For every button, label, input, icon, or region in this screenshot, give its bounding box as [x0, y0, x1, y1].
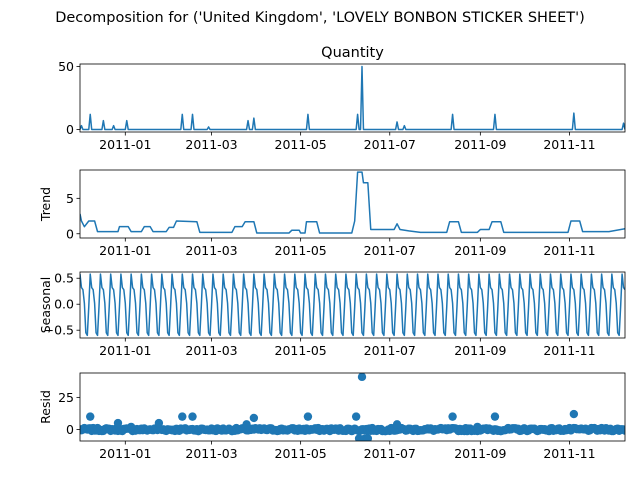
resid-point	[620, 426, 625, 435]
plot-area	[80, 273, 625, 337]
x-tick-label: 2011-11	[543, 243, 595, 258]
subplot-1: 2011-01 2011-03 2011-05 2011-07 2011-09 2011-…	[58, 45, 626, 152]
x-tick-label: 2011-07	[364, 137, 416, 152]
x-tick-label: 2011-07	[364, 446, 416, 461]
resid-outlier-point	[188, 412, 197, 421]
resid-outlier-point	[490, 412, 500, 421]
axes-frame	[79, 169, 626, 239]
resid-outlier-point	[392, 420, 402, 429]
x-tick-label: 2011-11	[543, 137, 595, 152]
plot-area	[80, 171, 625, 234]
resid-outlier-point	[351, 412, 361, 421]
x-tick-label: 2011-11	[543, 343, 595, 358]
axes-frame	[79, 63, 626, 133]
y-tick-label: 50	[58, 59, 74, 74]
subplot-4: 2011-01 2011-03 2011-05 2011-07 2011-09 2011-…	[38, 372, 626, 461]
resid-outlier-point	[303, 412, 313, 421]
y-tick-label: 25	[58, 390, 74, 405]
x-tick-label: 2011-01	[99, 137, 151, 152]
y-axis-label: Trend	[38, 187, 53, 222]
resid-outlier-point	[249, 413, 259, 423]
x-tick-label: 2011-03	[185, 137, 237, 152]
resid-outlier-point	[357, 373, 367, 382]
resid-outlier-point	[473, 422, 482, 432]
y-axis-label: Resid	[38, 390, 53, 424]
plot-area	[80, 373, 625, 441]
trend-series-line	[80, 171, 625, 234]
x-tick-label: 2011-03	[185, 243, 237, 258]
x-tick-label: 2011-11	[543, 446, 595, 461]
x-tick-label: 2011-09	[454, 137, 506, 152]
subplot-2: 2011-01 2011-03 2011-05 2011-07 2011-09 2011-…	[38, 169, 626, 258]
x-tick-label: 2011-07	[364, 243, 416, 258]
subplot-title: Quantity	[321, 45, 384, 61]
resid-outlier-point	[178, 412, 187, 421]
subplot-panels: 2011-01 2011-03 2011-05 2011-07 2011-09 2011-…	[38, 45, 626, 461]
resid-outlier-point	[154, 418, 164, 428]
axes-frame	[79, 271, 626, 339]
axes-frame	[79, 372, 626, 442]
resid-outlier-point	[569, 409, 579, 419]
plot-area	[80, 65, 625, 131]
resid-outlier-point	[448, 412, 457, 421]
x-tick-label: 2011-09	[454, 446, 506, 461]
y-tick-label: 0.5	[54, 271, 74, 286]
resid-outlier-point	[363, 434, 373, 441]
x-tick-label: 2011-09	[454, 343, 506, 358]
x-tick-label: 2011-07	[364, 343, 416, 358]
y-tick-label: 5	[66, 191, 74, 206]
figure-suptitle: Decomposition for ('United Kingdom', 'LO…	[55, 10, 585, 26]
y-tick-label: 0.0	[54, 297, 74, 312]
x-tick-label: 2011-05	[275, 446, 327, 461]
x-tick-label: 2011-05	[275, 243, 327, 258]
x-tick-label: 2011-03	[185, 343, 237, 358]
y-tick-label: 0	[66, 422, 74, 437]
resid-outlier-point	[126, 422, 136, 432]
y-axis-label: Seasonal	[38, 277, 53, 334]
subplot-3: 2011-01 2011-03 2011-05 2011-07 2011-09 2011-…	[38, 271, 626, 358]
y-tick-label: 0	[66, 226, 74, 241]
resid-outlier-point	[113, 418, 123, 428]
x-tick-label: 2011-01	[99, 446, 151, 461]
seasonal-series-line	[80, 273, 625, 337]
x-tick-label: 2011-05	[275, 343, 327, 358]
resid-outlier-point	[86, 412, 95, 421]
y-tick-label: −0.5	[44, 323, 74, 338]
quantity-series-line	[80, 65, 625, 131]
x-tick-label: 2011-01	[99, 343, 151, 358]
x-tick-label: 2011-05	[275, 137, 327, 152]
y-tick-label: 0	[66, 122, 74, 137]
resid-outlier-point	[242, 420, 251, 429]
x-tick-label: 2011-09	[454, 243, 506, 258]
x-tick-label: 2011-01	[99, 243, 151, 258]
x-tick-label: 2011-03	[185, 446, 237, 461]
